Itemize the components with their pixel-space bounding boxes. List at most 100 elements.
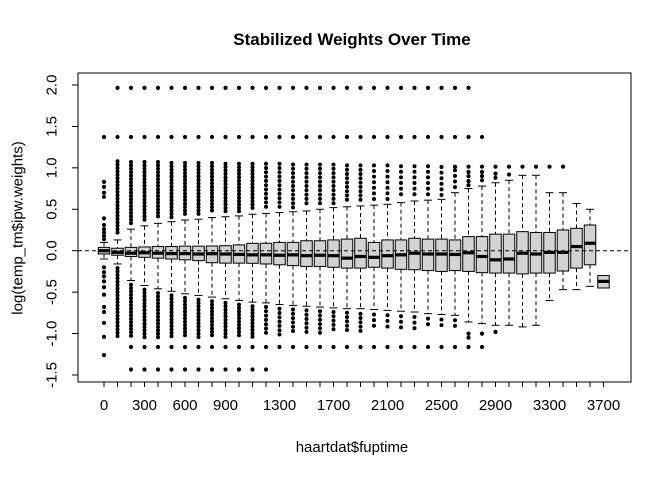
outlier-dot bbox=[264, 305, 268, 309]
outlier-dot bbox=[129, 217, 133, 222]
outlier-dot bbox=[345, 167, 349, 172]
outlier-dot bbox=[250, 185, 255, 190]
outlier-dot bbox=[169, 201, 174, 206]
outlier-dot bbox=[237, 199, 241, 204]
box-group bbox=[597, 275, 610, 289]
outlier-dot bbox=[129, 282, 133, 287]
outlier-dot bbox=[142, 163, 147, 168]
outlier-dot bbox=[250, 134, 255, 140]
outlier-dot bbox=[358, 316, 363, 320]
outlier-dot bbox=[277, 332, 282, 337]
outlier-dot bbox=[426, 322, 430, 327]
outlier-dot bbox=[210, 309, 214, 314]
outlier-dot bbox=[210, 160, 214, 165]
y-tick-label: -0.5 bbox=[43, 279, 60, 305]
outlier-dot bbox=[142, 287, 147, 292]
outlier-dot bbox=[101, 190, 107, 195]
outlier-dot bbox=[318, 188, 322, 193]
outlier-dot bbox=[237, 316, 241, 321]
outlier-dot bbox=[345, 328, 349, 332]
outlier-dot bbox=[142, 170, 147, 175]
outlier-dot bbox=[156, 177, 160, 181]
outlier-dot bbox=[223, 344, 228, 350]
box-group bbox=[489, 182, 502, 326]
outlier-dot bbox=[115, 203, 120, 208]
outlier-dot bbox=[115, 227, 120, 232]
outlier-dot bbox=[426, 181, 430, 185]
outlier-dot bbox=[304, 171, 309, 176]
outlier-dot bbox=[264, 187, 268, 192]
outlier-dot bbox=[426, 316, 430, 321]
outlier-dot bbox=[169, 296, 174, 301]
outlier-dot bbox=[115, 313, 120, 318]
outlier-dot bbox=[304, 329, 309, 334]
outlier-dot bbox=[250, 168, 255, 173]
outlier-dot bbox=[304, 312, 309, 317]
outlier-dot bbox=[237, 312, 241, 317]
outlier-dot bbox=[129, 187, 133, 192]
outlier-dot bbox=[142, 217, 147, 222]
outlier-dot bbox=[196, 177, 201, 182]
outlier-dot bbox=[425, 344, 431, 350]
outlier-dot bbox=[142, 367, 147, 372]
outlier-dot bbox=[506, 164, 512, 169]
outlier-dot bbox=[129, 207, 133, 212]
outlier-dot bbox=[156, 190, 160, 195]
outlier-dot bbox=[331, 171, 336, 176]
outlier-dot bbox=[142, 314, 147, 319]
outlier-dot bbox=[345, 323, 349, 328]
x-tick-label: 3700 bbox=[587, 397, 620, 414]
box-group bbox=[529, 174, 543, 326]
box-group bbox=[502, 179, 516, 326]
outlier-dot bbox=[263, 134, 269, 140]
outlier-dot bbox=[358, 163, 363, 168]
outlier-dot bbox=[439, 323, 444, 328]
outlier-dot bbox=[237, 326, 241, 331]
outlier-dot bbox=[223, 175, 228, 180]
outlier-dot bbox=[345, 180, 349, 185]
outlier-dot bbox=[223, 367, 228, 372]
outlier-dot bbox=[426, 164, 430, 169]
outlier-dot bbox=[115, 223, 120, 228]
outlier-dot bbox=[250, 192, 255, 197]
outlier-dot bbox=[142, 297, 147, 302]
outlier-dot bbox=[358, 189, 363, 194]
outlier-dot bbox=[156, 314, 160, 319]
box-group bbox=[165, 221, 178, 292]
outlier-dot bbox=[263, 85, 269, 90]
y-tick-label: -1.5 bbox=[43, 362, 60, 388]
outlier-dot bbox=[560, 164, 566, 169]
outlier-dot bbox=[358, 193, 363, 198]
outlier-dot bbox=[115, 283, 120, 288]
y-axis: 2.0 1.5 1.0 0.5 0.0 -0.5 -1.0 -1.5 bbox=[43, 75, 78, 388]
outlier-dot bbox=[237, 188, 241, 193]
outlier-dot bbox=[183, 174, 187, 179]
outlier-dot bbox=[250, 328, 255, 332]
outlier-dot bbox=[183, 302, 187, 307]
outlier-dot bbox=[101, 334, 107, 339]
outlier-dot bbox=[399, 175, 403, 180]
outlier-dot bbox=[358, 320, 363, 325]
outlier-dot bbox=[452, 85, 458, 90]
x-tick-label: 3300 bbox=[533, 397, 566, 414]
iqr-box bbox=[300, 240, 313, 267]
outlier-dot bbox=[317, 85, 323, 90]
outlier-dot bbox=[237, 182, 241, 187]
outlier-dot bbox=[115, 176, 120, 181]
outlier-dot bbox=[304, 196, 309, 201]
outlier-dot bbox=[439, 165, 444, 169]
outlier-dot bbox=[115, 166, 120, 170]
outlier-dot bbox=[209, 344, 215, 350]
outliers-layer bbox=[101, 85, 566, 372]
outlier-dot bbox=[250, 307, 255, 312]
outlier-dot bbox=[129, 309, 133, 314]
outlier-dot bbox=[318, 179, 322, 184]
outlier-dot bbox=[426, 186, 430, 191]
box-group bbox=[394, 202, 408, 312]
outlier-dot bbox=[169, 293, 174, 298]
outlier-dot bbox=[479, 174, 485, 179]
outlier-dot bbox=[196, 367, 201, 372]
outlier-dot bbox=[318, 162, 322, 167]
outlier-dot bbox=[115, 310, 120, 315]
outlier-dot bbox=[318, 201, 322, 206]
